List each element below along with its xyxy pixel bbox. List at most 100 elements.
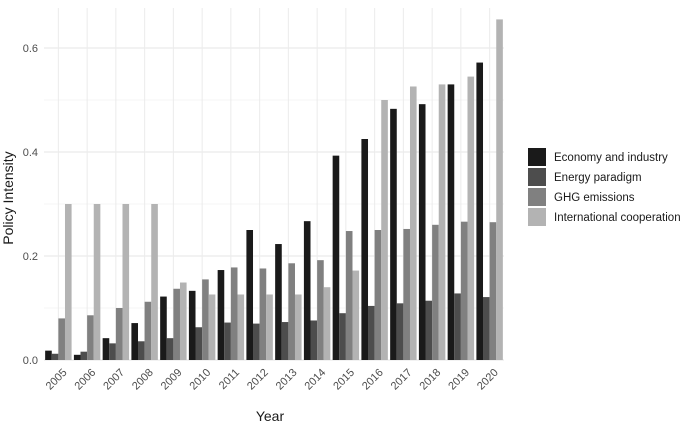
bar	[109, 343, 116, 360]
bar	[246, 230, 254, 360]
bar	[332, 155, 340, 360]
bar	[93, 204, 101, 360]
bar	[230, 267, 238, 360]
x-axis-ticks: 2005 2006 2007 2008 2009 2010 2011 2012 2013 2014…	[44, 367, 501, 393]
bar	[217, 270, 225, 360]
y-axis-ticks: 0.0 0.2 0.4 0.6	[23, 43, 38, 367]
bar	[432, 224, 439, 360]
bar	[352, 270, 360, 360]
bar	[396, 303, 404, 360]
bar	[275, 244, 282, 360]
bar	[160, 296, 167, 360]
bar	[368, 305, 375, 360]
x-tick-label: 2009	[159, 367, 185, 393]
bar	[496, 19, 503, 361]
bar	[361, 139, 369, 360]
bar	[195, 327, 203, 360]
bar	[476, 62, 484, 361]
bar	[438, 84, 446, 361]
bar	[454, 293, 461, 360]
bars-group	[45, 19, 503, 361]
bar	[489, 222, 497, 360]
bar	[374, 230, 382, 360]
y-tick-label: 0.6	[23, 43, 38, 55]
x-tick-label: 2007	[101, 367, 127, 393]
bar	[73, 354, 81, 360]
bar	[122, 204, 130, 360]
bar	[303, 221, 311, 360]
bar	[237, 294, 245, 360]
y-tick-label: 0.0	[23, 355, 38, 367]
bar	[281, 322, 289, 360]
bar	[138, 341, 145, 360]
bar	[151, 204, 158, 360]
bar	[208, 294, 216, 360]
bar	[115, 308, 123, 360]
bar	[317, 260, 324, 360]
x-tick-label: 2016	[360, 367, 386, 393]
bar	[288, 263, 295, 360]
legend-label: Economy and industry	[554, 152, 668, 164]
bar	[447, 84, 455, 361]
legend-swatch	[528, 148, 546, 166]
x-tick-label: 2005	[44, 367, 70, 393]
bar	[179, 282, 187, 360]
legend-swatch	[528, 188, 546, 206]
x-tick-label: 2013	[274, 367, 300, 393]
x-tick-label: 2012	[245, 367, 271, 393]
bar	[45, 350, 52, 360]
bar	[381, 100, 388, 360]
bar	[425, 300, 433, 360]
bar	[390, 108, 397, 360]
bar	[294, 294, 302, 360]
bar	[266, 294, 273, 360]
bar	[58, 318, 65, 360]
legend-swatch	[528, 168, 546, 186]
bar	[323, 287, 331, 360]
bar	[51, 353, 59, 360]
x-tick-label: 2018	[418, 367, 444, 393]
x-tick-label: 2008	[130, 367, 156, 393]
bar	[403, 228, 410, 360]
major-gridlines	[44, 8, 504, 361]
bar	[310, 320, 318, 360]
bar	[131, 323, 139, 360]
bar	[202, 279, 209, 360]
x-tick-label: 2010	[188, 367, 214, 393]
x-tick-label: 2014	[303, 367, 329, 393]
bar	[87, 315, 94, 360]
bar	[483, 297, 490, 360]
x-tick-label: 2011	[217, 367, 242, 392]
bar	[259, 268, 267, 360]
bar	[64, 204, 72, 360]
legend-label: Energy paradigm	[554, 172, 642, 184]
legend-swatch	[528, 208, 546, 226]
bar	[80, 351, 88, 360]
x-tick-label: 2017	[389, 367, 415, 393]
bar	[173, 288, 180, 360]
x-tick-label: 2015	[331, 367, 357, 393]
bar	[144, 301, 152, 360]
x-axis-title: Year	[256, 408, 285, 424]
bar	[102, 338, 110, 360]
bar	[409, 86, 417, 360]
y-axis-title: Policy Intensity	[0, 151, 16, 244]
legend-label: International cooperation	[554, 212, 681, 224]
bar	[253, 323, 260, 360]
bar	[418, 104, 426, 360]
x-tick-label: 2006	[73, 367, 99, 393]
bar	[188, 290, 196, 360]
x-tick-label: 2019	[446, 367, 472, 393]
legend-label: GHG emissions	[554, 192, 635, 204]
x-tick-label: 2020	[475, 367, 501, 393]
bar	[467, 76, 475, 360]
bar	[345, 231, 353, 360]
bar	[166, 338, 174, 360]
bar	[460, 221, 468, 360]
y-tick-label: 0.2	[23, 251, 38, 263]
bar	[339, 313, 346, 360]
bar	[224, 322, 231, 360]
y-tick-label: 0.4	[23, 147, 38, 159]
legend: Economy and industry Energy paradigm GHG e…	[528, 148, 681, 226]
